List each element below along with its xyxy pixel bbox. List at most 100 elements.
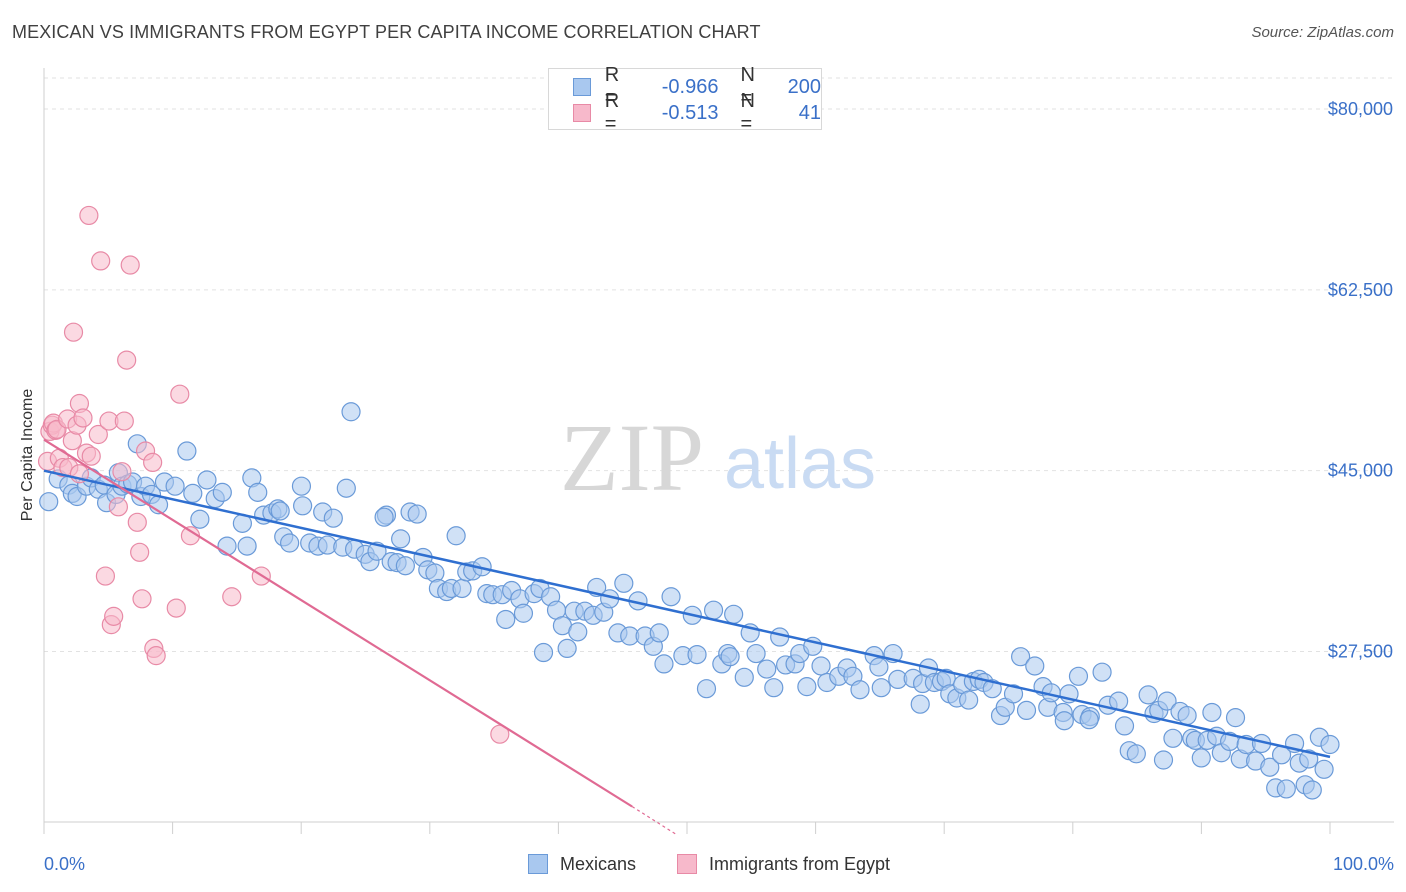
watermark-zip: ZIP	[560, 404, 704, 511]
point-mexicans	[165, 476, 185, 496]
point-egypt	[222, 587, 242, 607]
point-egypt	[79, 205, 99, 226]
trend-line-egypt-extension	[631, 805, 677, 835]
point-mexicans	[395, 556, 415, 576]
legend-label-mexicans: Mexicans	[560, 853, 637, 874]
point-mexicans	[1079, 710, 1099, 730]
point-mexicans	[1138, 685, 1158, 705]
point-egypt	[166, 598, 186, 618]
point-mexicans	[557, 638, 577, 659]
point-mexicans	[1011, 647, 1031, 667]
trend-line-egypt	[43, 438, 633, 808]
point-mexicans	[190, 509, 210, 529]
point-mexicans	[746, 643, 766, 664]
correlation-legend: R = -0.966 N = 200 R = -0.513 N = 41	[548, 64, 822, 135]
point-mexicans	[720, 647, 740, 667]
point-mexicans	[1016, 700, 1037, 721]
point-mexicans	[407, 504, 427, 524]
point-mexicans	[1054, 711, 1074, 731]
legend-swatch-egypt	[677, 854, 697, 874]
n-label: N =	[740, 64, 755, 109]
point-mexicans	[1276, 779, 1296, 799]
point-egypt	[120, 255, 140, 275]
y-tick-label: $62,500	[1328, 280, 1393, 300]
point-mexicans	[654, 654, 674, 674]
trend-lines	[43, 438, 1331, 835]
x-tick-label: 0.0%	[44, 854, 85, 874]
point-mexicans	[734, 667, 754, 687]
point-mexicans	[982, 679, 1002, 699]
r-value: -0.966	[661, 75, 719, 98]
point-mexicans	[183, 483, 203, 503]
point-mexicans	[1260, 757, 1280, 777]
point-mexicans	[212, 482, 232, 502]
legend-label-egypt: Immigrants from Egypt	[709, 853, 891, 874]
n-value: 200	[787, 75, 821, 98]
point-mexicans	[661, 587, 681, 607]
point-mexicans	[1068, 666, 1089, 686]
legend-swatch-mexicans	[573, 78, 591, 96]
series-egypt	[37, 205, 510, 744]
point-mexicans	[1225, 708, 1246, 728]
point-mexicans	[703, 600, 724, 620]
point-mexicans	[291, 476, 312, 496]
point-mexicans	[336, 478, 356, 498]
legend-swatch-mexicans	[528, 854, 548, 874]
point-mexicans	[757, 659, 777, 679]
point-mexicans	[248, 482, 268, 502]
point-mexicans	[197, 470, 217, 490]
point-mexicans	[871, 678, 891, 698]
point-egypt	[91, 251, 111, 271]
point-mexicans	[1163, 728, 1183, 748]
point-mexicans	[1320, 734, 1340, 755]
point-egypt	[130, 542, 150, 562]
n-label: N =	[740, 90, 755, 135]
trend-line-mexicans	[43, 469, 1331, 759]
point-mexicans	[811, 656, 831, 676]
r-value: -0.513	[661, 101, 719, 124]
point-egypt	[146, 646, 166, 666]
point-egypt	[108, 497, 128, 517]
point-mexicans	[1003, 684, 1024, 704]
point-egypt	[104, 606, 124, 626]
point-egypt	[88, 424, 108, 445]
point-mexicans	[341, 402, 361, 422]
chart-title: MEXICAN VS IMMIGRANTS FROM EGYPT PER CAP…	[12, 22, 761, 42]
point-egypt	[114, 411, 134, 431]
point-mexicans	[959, 690, 979, 710]
point-mexicans	[850, 680, 870, 700]
point-egypt	[170, 384, 190, 404]
y-tick-label: $45,000	[1328, 461, 1393, 481]
point-mexicans	[425, 563, 445, 583]
point-mexicans	[280, 533, 300, 553]
point-mexicans	[1126, 744, 1146, 764]
chart-source: Source: ZipAtlas.com	[1251, 24, 1394, 41]
point-mexicans	[452, 578, 472, 599]
point-mexicans	[391, 529, 411, 549]
point-egypt	[63, 322, 84, 342]
legend-row-egypt: R = -0.513 N = 41	[573, 90, 821, 135]
point-mexicans	[513, 603, 534, 623]
point-mexicans	[217, 536, 237, 556]
point-mexicans	[1114, 716, 1135, 736]
x-tick-label: 100.0%	[1333, 854, 1394, 874]
point-mexicans	[446, 526, 466, 546]
point-mexicans	[568, 622, 588, 642]
point-mexicans	[649, 623, 669, 643]
point-egypt	[81, 446, 101, 466]
legend-item-mexicans: Mexicans	[528, 852, 636, 876]
n-value: 41	[798, 101, 821, 124]
y-axis-label: Per Capita Income	[19, 388, 36, 522]
point-mexicans	[1177, 705, 1197, 726]
point-mexicans	[764, 678, 784, 698]
point-mexicans	[614, 573, 634, 593]
axes	[43, 68, 1394, 834]
point-egypt	[95, 566, 116, 586]
point-egypt	[143, 452, 163, 472]
point-mexicans	[910, 694, 930, 714]
point-mexicans	[797, 677, 817, 697]
point-egypt	[73, 408, 93, 428]
point-mexicans	[1025, 656, 1045, 676]
legend-row-mexicans: R = -0.966 N = 200	[573, 64, 821, 109]
